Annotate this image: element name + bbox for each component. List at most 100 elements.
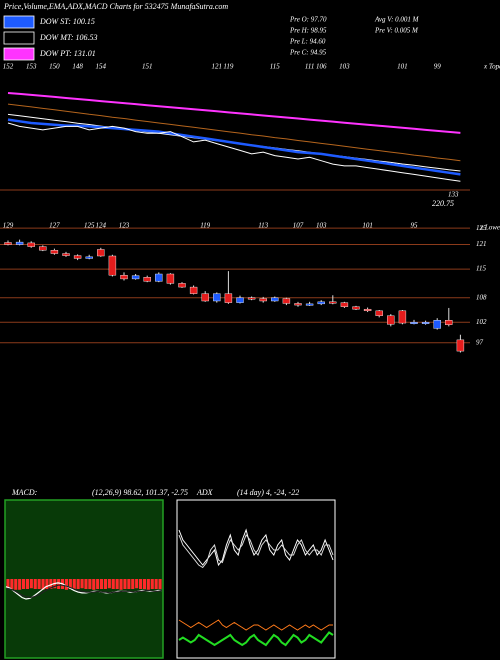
macd-histogram-bar	[100, 579, 104, 590]
macd-histogram-bar	[103, 579, 107, 590]
x-tick-label: 153	[26, 63, 37, 71]
candle-body	[85, 256, 93, 259]
macd-histogram-bar	[150, 579, 154, 590]
candle-body	[201, 293, 209, 302]
macd-histogram-bar	[14, 579, 18, 590]
x-tick-label: 111	[305, 63, 314, 71]
macd-histogram-bar	[72, 579, 76, 590]
macd-histogram-bar	[22, 579, 26, 590]
panel-params: (12,26,9) 98.62, 101.37, -2.75	[92, 488, 188, 497]
x-tick-label: 125	[84, 222, 95, 230]
macd-histogram-bar	[92, 579, 96, 590]
panel-label: MACD:	[11, 488, 38, 497]
macd-histogram-bar	[107, 579, 111, 589]
candle-body	[120, 275, 128, 280]
candle-body	[259, 298, 267, 302]
corner-label: x Lowes	[479, 224, 500, 232]
price-info: Pre C: 94.95	[289, 49, 327, 57]
panel-params: (14 day) 4, -24, -22	[237, 488, 299, 497]
macd-histogram-bar	[68, 579, 72, 590]
candle-body	[305, 303, 314, 306]
macd-histogram-bar	[131, 579, 135, 590]
macd-histogram-bar	[142, 579, 146, 590]
candle-body	[166, 273, 175, 284]
adx-line	[178, 631, 334, 647]
candle-body	[4, 242, 12, 245]
x-tick-label: 107	[293, 222, 304, 230]
candle-body	[62, 253, 70, 256]
legend-swatch	[3, 31, 35, 45]
candle-body	[15, 241, 24, 245]
candle-body	[352, 306, 360, 310]
candle-body	[375, 310, 383, 316]
candle-body	[73, 255, 82, 259]
macd-histogram-bar	[139, 579, 143, 590]
macd-histogram-bar	[154, 579, 158, 590]
macd-histogram-bar	[80, 579, 84, 589]
volume-info: Avg V: 0.001 M	[374, 16, 420, 24]
x-tick-label: 119	[200, 222, 210, 230]
macd-histogram-bar	[111, 579, 115, 590]
candle-body	[433, 320, 441, 329]
x-tick-label: 101	[397, 63, 408, 71]
macd-histogram-bar	[88, 579, 92, 590]
candle-body	[131, 275, 140, 280]
macd-histogram-bar	[6, 579, 10, 590]
x-tick-label: 121	[212, 63, 223, 71]
adx-line	[178, 619, 333, 631]
candle-body	[456, 339, 465, 352]
candle-body	[39, 246, 47, 251]
macd-histogram-bar	[135, 579, 139, 589]
adx-line	[178, 534, 334, 569]
price-info: Pre O: 97.70	[289, 16, 327, 24]
x-tick-label: 119	[223, 63, 233, 71]
x-tick-label: 124	[96, 222, 107, 230]
macd-histogram-bar	[33, 579, 37, 590]
candle-body	[189, 286, 198, 294]
macd-histogram-bar	[45, 579, 49, 590]
legend-label: DOW ST: 100.15	[39, 17, 95, 26]
candle-body	[27, 242, 35, 247]
candle-body	[410, 322, 418, 324]
macd-histogram-bar	[10, 579, 14, 590]
legend-swatch	[3, 15, 35, 29]
y-tick-label: 102	[476, 318, 487, 326]
candle-body	[247, 297, 256, 300]
macd-histogram-bar	[76, 579, 80, 590]
y-tick-label: 115	[476, 265, 486, 273]
macd-histogram-bar	[37, 579, 41, 590]
y-tick-label: 108	[476, 293, 487, 301]
candle-body	[329, 301, 337, 304]
candle-body	[398, 310, 407, 324]
macd-histogram-bar	[115, 579, 119, 590]
candle-body	[294, 303, 302, 306]
y-tick-label: 121	[476, 240, 487, 248]
candle-body	[213, 293, 221, 302]
x-tick-label: 99	[434, 63, 442, 71]
candle-body	[97, 249, 105, 257]
macd-histogram-bar	[41, 579, 45, 590]
ema-line	[7, 118, 461, 176]
x-tick-label: 152	[3, 63, 14, 71]
candle-body	[50, 250, 59, 254]
macd-histogram-bar	[18, 579, 22, 590]
macd-histogram-bar	[84, 579, 88, 590]
chart-title: Price,Volume,EMA,ADX,MACD Charts for 532…	[3, 2, 228, 11]
macd-histogram-bar	[146, 579, 150, 590]
x-tick-label: 150	[49, 63, 60, 71]
x-tick-label: 129	[3, 222, 14, 230]
ema-line	[7, 103, 461, 162]
candle-body	[143, 277, 151, 282]
corner-label: x Topa	[483, 63, 500, 71]
candle-body	[317, 301, 325, 305]
y-tick-label: 97	[476, 338, 484, 346]
candle-body	[108, 255, 117, 276]
macd-histogram-bar	[49, 579, 53, 590]
x-tick-label: 101	[362, 222, 373, 230]
x-tick-label: 113	[258, 222, 268, 230]
legend-label: DOW MT: 106.53	[39, 33, 98, 42]
macd-histogram-bar	[123, 579, 127, 590]
x-tick-label: 106	[316, 63, 327, 71]
